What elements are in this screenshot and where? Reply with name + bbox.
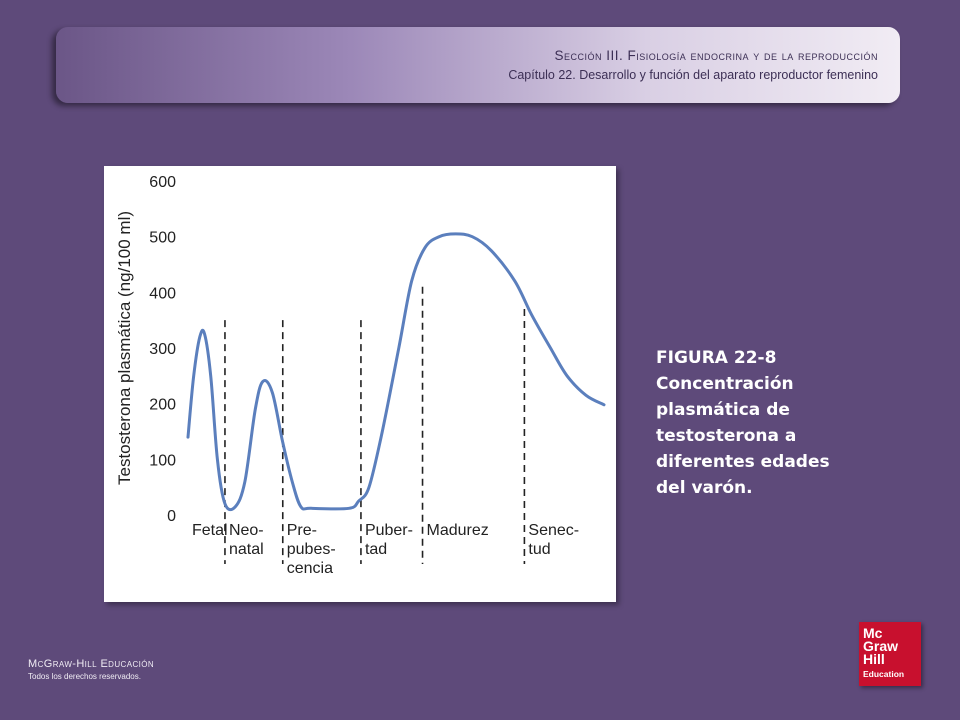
caption-line: plasmática de bbox=[656, 400, 790, 420]
y-tick-label: 0 bbox=[167, 508, 176, 525]
figure-caption: FIGURA 22-8 Concentración plasmática de … bbox=[656, 345, 856, 501]
y-axis-title: Testosterona plasmática (ng/100 ml) bbox=[115, 211, 134, 485]
mcgraw-hill-logo: Mc Graw Hill Education bbox=[859, 622, 921, 686]
phase-label: Neo- bbox=[229, 522, 264, 539]
rights-notice: Todos los derechos reservados. bbox=[28, 672, 141, 681]
chart-card: Testosterona plasmática (ng/100 ml) 0 100 2… bbox=[104, 166, 616, 602]
logo-text: Mc bbox=[863, 625, 883, 641]
testosterone-curve bbox=[186, 232, 606, 512]
publisher-name: McGraw-Hill Educación bbox=[28, 658, 155, 670]
y-tick-label: 300 bbox=[149, 341, 176, 358]
caption-line: FIGURA 22-8 bbox=[656, 348, 777, 368]
chapter-title: Capítulo 22. Desarrollo y función del ap… bbox=[508, 68, 878, 82]
phase-label: natal bbox=[229, 541, 264, 558]
caption-line: Concentración bbox=[656, 374, 794, 394]
phase-label: tad bbox=[365, 541, 387, 558]
y-tick-label: 400 bbox=[149, 285, 176, 302]
phase-label: pubes- bbox=[287, 541, 336, 558]
phase-label: Pre- bbox=[287, 522, 317, 539]
logo-text: Graw bbox=[863, 638, 899, 654]
y-tick-label: 100 bbox=[149, 452, 176, 469]
y-tick-label: 600 bbox=[149, 174, 176, 191]
caption-line: del varón. bbox=[656, 478, 753, 498]
caption-line: testosterona a bbox=[656, 426, 797, 446]
phase-label: Senec- bbox=[528, 522, 579, 539]
publisher-credit: McGraw-Hill Educación Todos los derechos… bbox=[28, 658, 154, 681]
logo-text: Education bbox=[863, 669, 905, 679]
logo-text: Hill bbox=[863, 651, 885, 667]
caption-line: diferentes edades bbox=[656, 452, 830, 472]
section-banner: Sección III. Fisiología endocrina y de l… bbox=[56, 27, 900, 103]
section-title: Sección III. Fisiología endocrina y de l… bbox=[554, 48, 878, 63]
phase-label: Puber- bbox=[365, 522, 413, 539]
testosterone-chart: Testosterona plasmática (ng/100 ml) 0 100 2… bbox=[115, 174, 606, 577]
y-tick-label: 500 bbox=[149, 230, 176, 247]
y-tick-label: 200 bbox=[149, 397, 176, 414]
phase-label: Fetal bbox=[192, 522, 228, 539]
phase-label: cencia bbox=[287, 560, 333, 577]
phase-label: Madurez bbox=[427, 522, 489, 539]
phase-label: tud bbox=[528, 541, 550, 558]
